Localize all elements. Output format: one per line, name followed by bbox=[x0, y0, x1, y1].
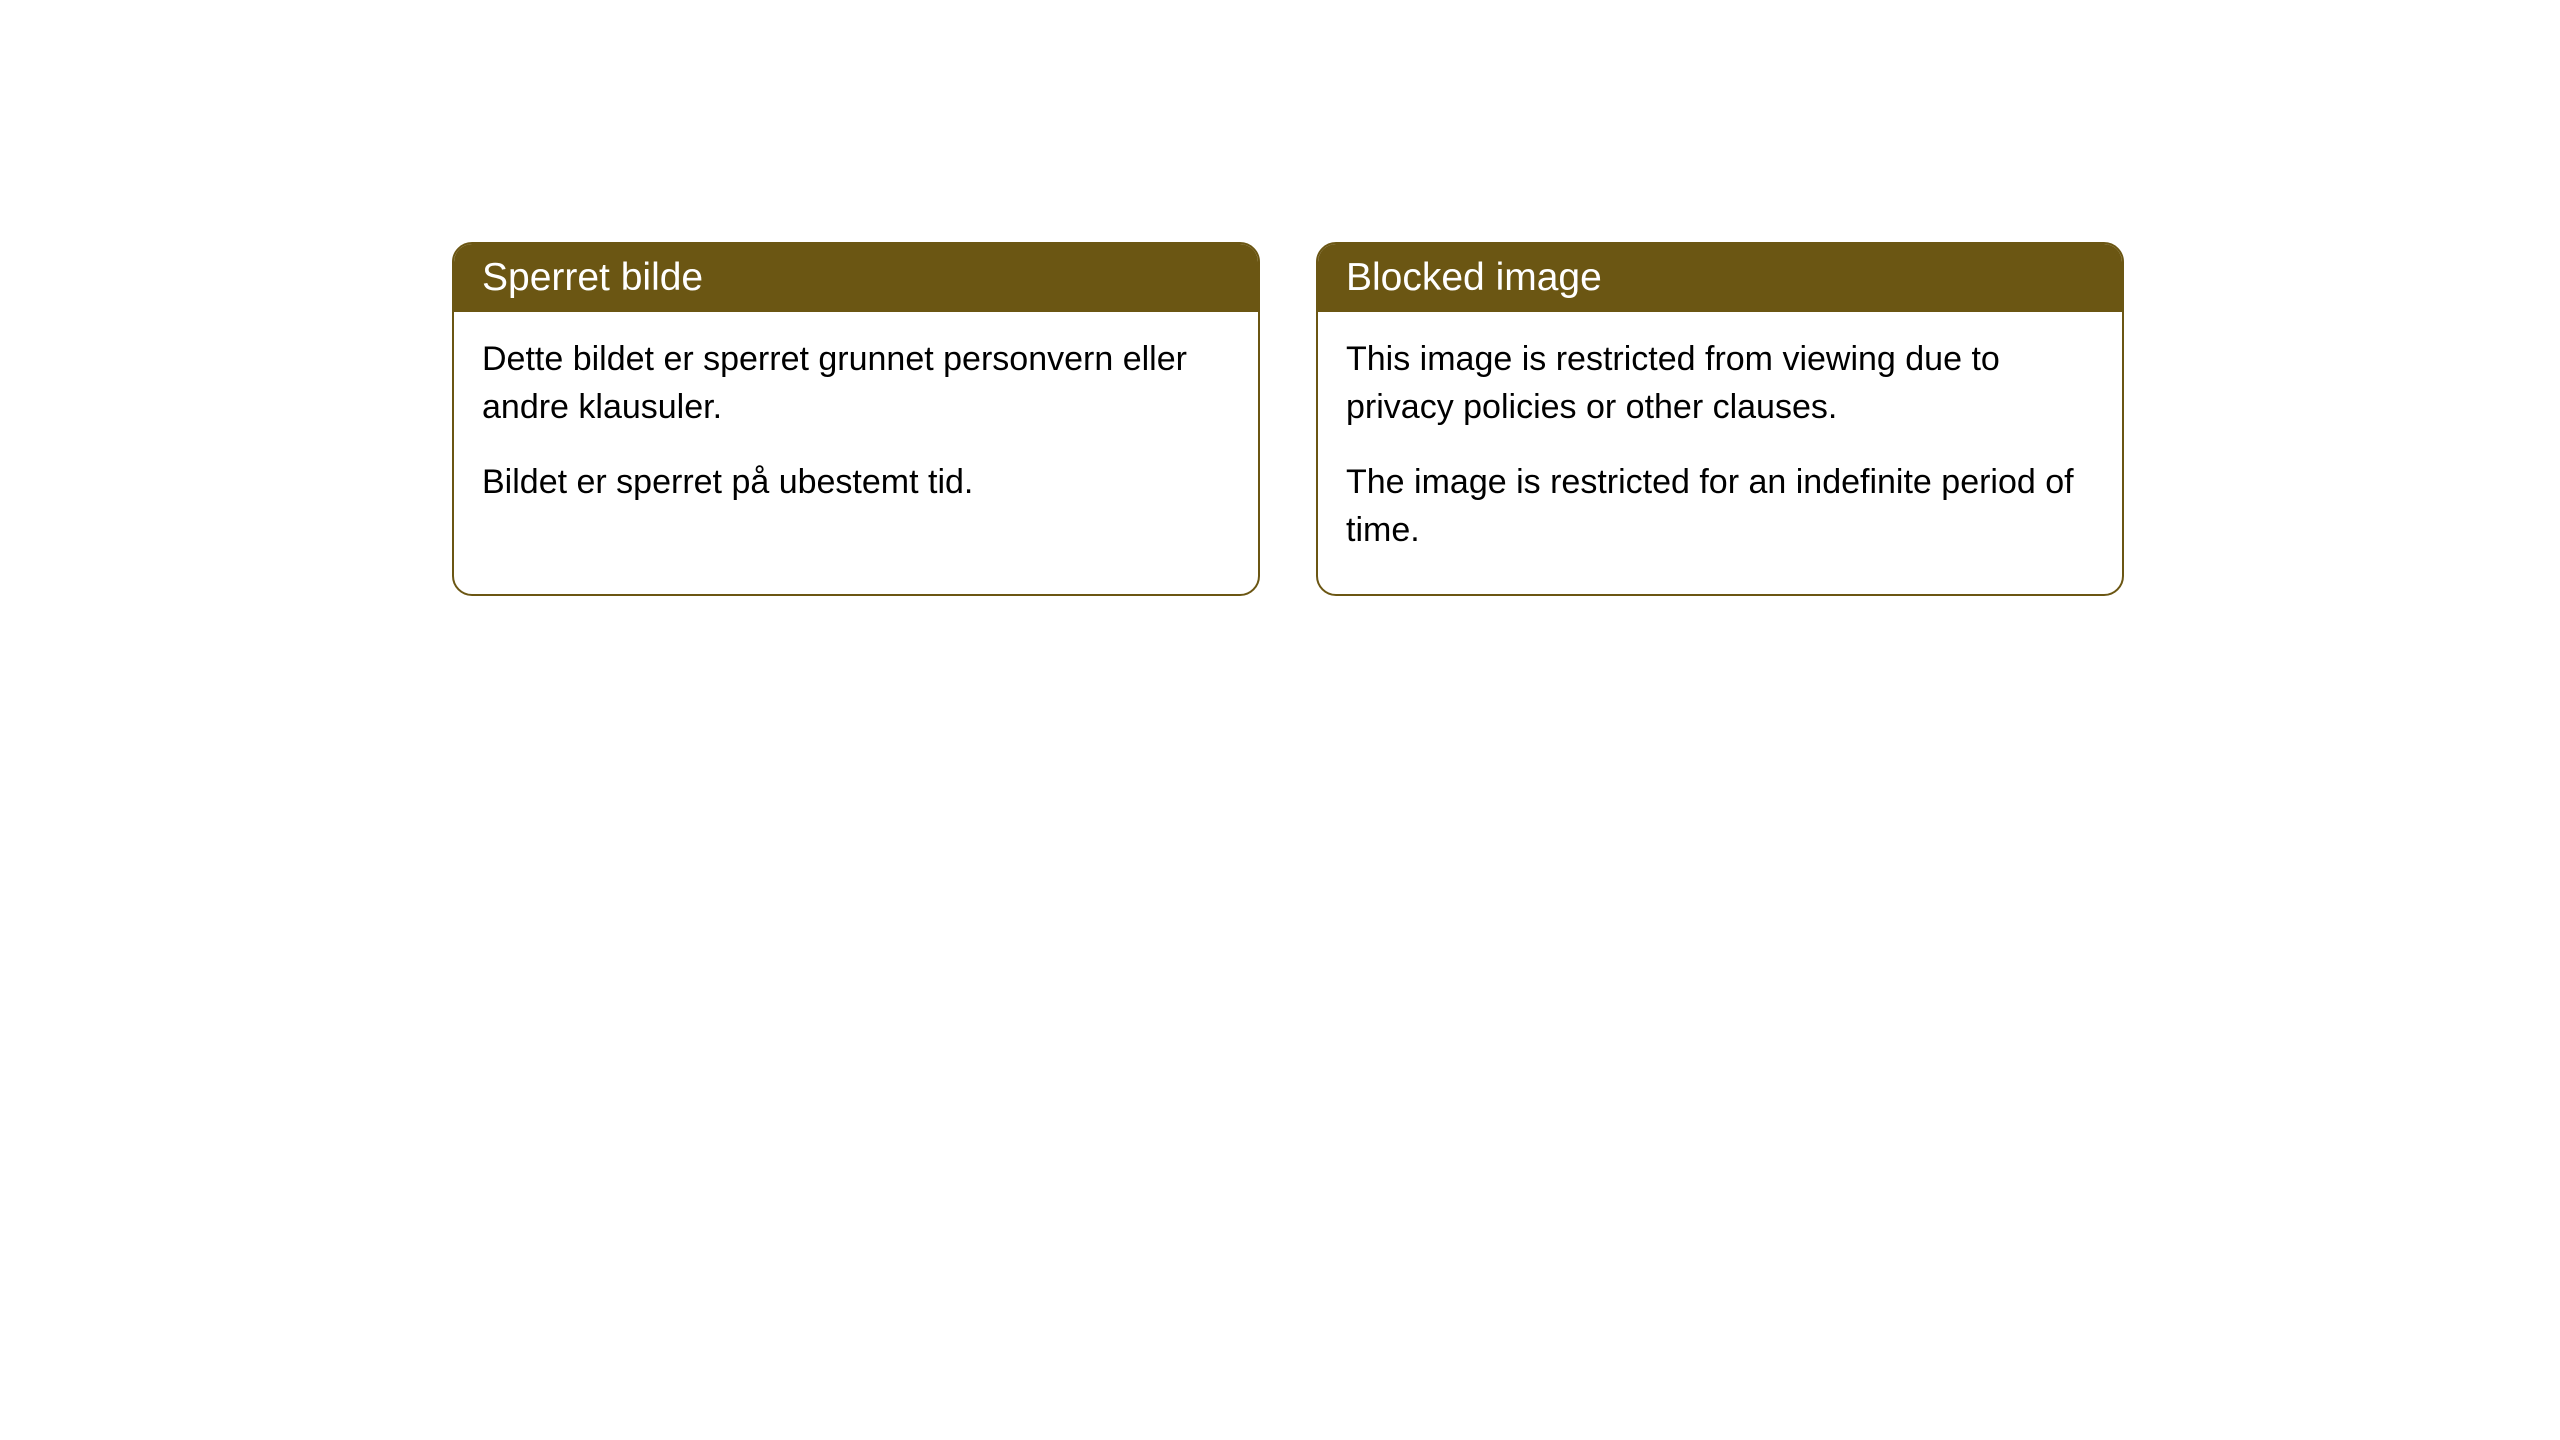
card-header-norwegian: Sperret bilde bbox=[454, 244, 1258, 312]
blocked-image-card-english: Blocked image This image is restricted f… bbox=[1316, 242, 2124, 596]
card-paragraph-1-norwegian: Dette bildet er sperret grunnet personve… bbox=[482, 336, 1230, 431]
card-paragraph-2-norwegian: Bildet er sperret på ubestemt tid. bbox=[482, 459, 1230, 507]
card-body-english: This image is restricted from viewing du… bbox=[1318, 312, 2122, 594]
card-paragraph-2-english: The image is restricted for an indefinit… bbox=[1346, 459, 2094, 554]
card-paragraph-1-english: This image is restricted from viewing du… bbox=[1346, 336, 2094, 431]
cards-container: Sperret bilde Dette bildet er sperret gr… bbox=[0, 0, 2560, 596]
card-body-norwegian: Dette bildet er sperret grunnet personve… bbox=[454, 312, 1258, 547]
blocked-image-card-norwegian: Sperret bilde Dette bildet er sperret gr… bbox=[452, 242, 1260, 596]
card-header-english: Blocked image bbox=[1318, 244, 2122, 312]
